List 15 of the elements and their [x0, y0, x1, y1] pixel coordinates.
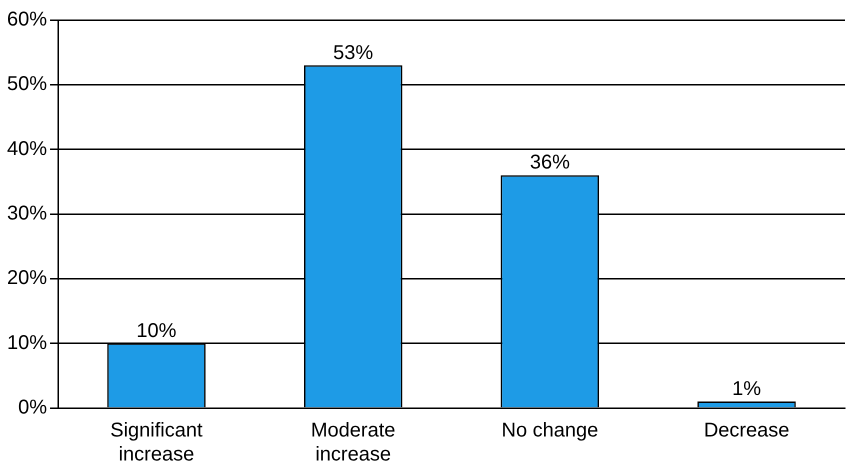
data-label: 10% [136, 320, 177, 342]
x-tick-label: No change [502, 420, 598, 442]
y-tick-label: 0% [18, 396, 48, 419]
data-label: 1% [732, 378, 762, 400]
x-tick-label: Significant increase [110, 420, 203, 466]
y-tick-label: 60% [7, 8, 48, 31]
x-tick-label: Moderate increase [310, 420, 396, 466]
data-label: 36% [530, 152, 570, 174]
y-tick-label: 40% [7, 138, 48, 160]
x-tick-label: Decrease [704, 420, 790, 442]
y-tick-label: 20% [7, 267, 48, 290]
y-tick-label: 50% [7, 73, 48, 96]
data-label: 53% [333, 42, 374, 64]
y-tick-label: 30% [7, 202, 48, 225]
y-tick-label: 10% [7, 332, 48, 354]
